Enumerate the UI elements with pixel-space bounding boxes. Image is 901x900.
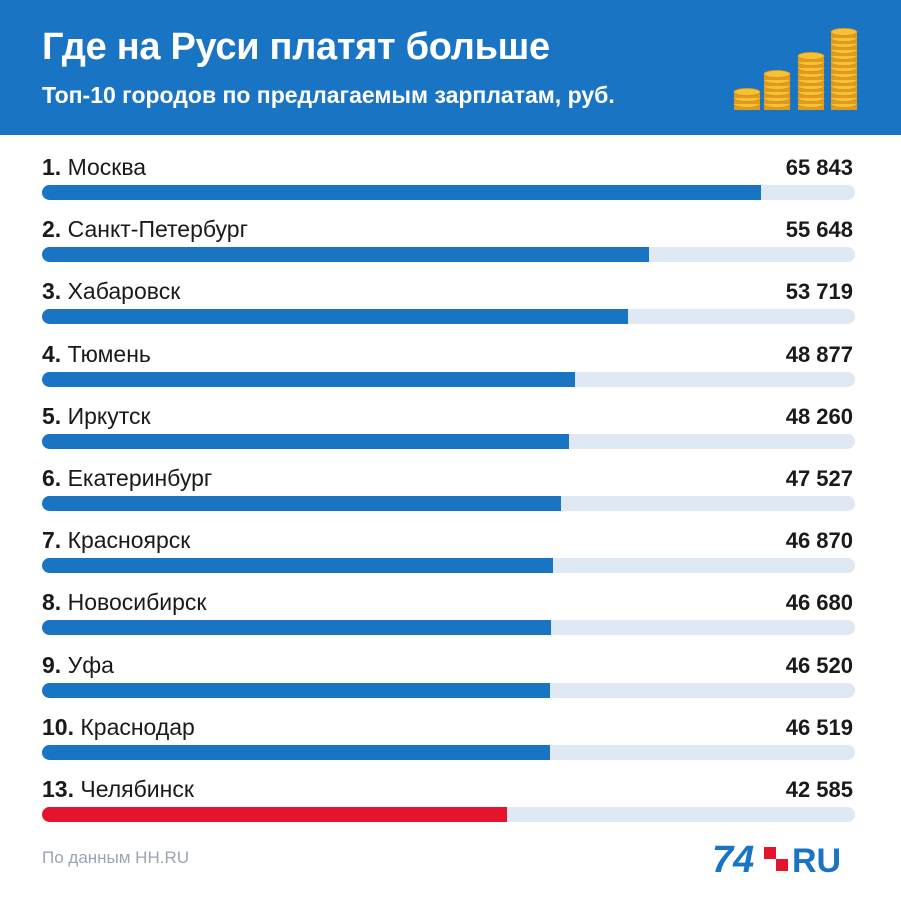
city-name: Уфа — [61, 651, 114, 678]
city-name: Красноярск — [61, 527, 191, 554]
rank-number: 2. — [42, 216, 62, 243]
bar-track — [42, 309, 855, 325]
value-label: 42 585 — [785, 777, 853, 802]
logo-number: 74 — [712, 839, 754, 880]
bar-track — [42, 558, 855, 574]
row-label: 1. Москва — [42, 154, 146, 181]
coin-top — [797, 52, 825, 61]
rank-number: 13. — [42, 776, 74, 802]
city-name: Екатеринбург — [61, 465, 213, 491]
city-name: Челябинск — [73, 776, 194, 802]
city-name: Тюмень — [61, 340, 151, 367]
bar — [42, 620, 552, 636]
site-logo[interactable]: 74 RU — [712, 838, 858, 880]
bar — [42, 247, 650, 263]
bar — [42, 496, 561, 511]
rank-number: 5. — [42, 402, 62, 429]
coin-stacks-icon — [733, 27, 858, 110]
value-label: 46 680 — [785, 590, 853, 616]
bar-track — [42, 807, 855, 822]
bar-track — [42, 433, 855, 449]
rank-number: 7. — [42, 527, 62, 554]
bar-track — [42, 620, 855, 636]
row-label: 7. Красноярск — [42, 527, 190, 554]
bar — [42, 185, 761, 200]
row-label: 2. Санкт-Петербург — [42, 216, 248, 243]
rank-number: 8. — [42, 589, 62, 616]
city-name: Краснодар — [73, 713, 195, 740]
row-label: 6. Екатеринбург — [42, 465, 212, 492]
coin-top — [830, 27, 858, 36]
bar-track — [42, 744, 855, 760]
value-label: 46 520 — [785, 652, 853, 678]
bar — [42, 558, 554, 574]
coin-top — [733, 88, 761, 97]
bar — [42, 433, 569, 449]
logo-square-red-2 — [776, 859, 788, 871]
value-label: 53 719 — [785, 279, 853, 305]
rank-number: 9. — [42, 651, 62, 678]
city-name: Хабаровск — [61, 278, 181, 305]
value-label: 48 260 — [785, 403, 853, 429]
city-name: Санкт-Петербург — [61, 216, 248, 243]
bar-track — [42, 682, 855, 698]
coin-top — [763, 70, 791, 79]
value-label: 65 843 — [785, 155, 853, 180]
bar — [42, 682, 550, 698]
bar — [42, 309, 629, 325]
city-name: Иркутск — [61, 402, 151, 429]
header-banner: Где на Руси платят больше Топ-10 городов… — [0, 0, 901, 135]
value-label: 48 877 — [785, 341, 853, 367]
value-label: 55 648 — [785, 217, 853, 243]
bar-track — [42, 185, 855, 200]
row-label: 3. Хабаровск — [42, 278, 180, 305]
source-note: По данным HH.RU — [42, 848, 190, 867]
rank-number: 10. — [42, 713, 74, 740]
bar-track — [42, 371, 855, 387]
row-label: 5. Иркутск — [42, 403, 151, 430]
value-label: 47 527 — [785, 466, 853, 491]
rank-number: 6. — [42, 465, 62, 491]
city-name: Москва — [61, 154, 147, 180]
value-label: 46 870 — [785, 528, 853, 554]
row-label: 13. Челябинск — [42, 776, 194, 803]
logo-suffix: RU — [792, 842, 841, 880]
row-label: 8. Новосибирск — [42, 589, 206, 616]
row-label: 10. Краснодар — [42, 714, 195, 741]
chart-subtitle: Топ-10 городов по предлагаемым зарплатам… — [42, 82, 615, 108]
rank-number: 3. — [42, 278, 62, 305]
rank-number: 4. — [42, 340, 62, 367]
row-label: 9. Уфа — [42, 652, 114, 679]
logo-square-red — [764, 847, 776, 859]
bar — [42, 371, 576, 387]
value-label: 46 519 — [785, 714, 853, 740]
bar-track — [42, 247, 855, 263]
bar-track — [42, 496, 855, 511]
rank-number: 1. — [42, 154, 62, 180]
bar — [42, 744, 550, 760]
row-label: 4. Тюмень — [42, 341, 151, 368]
chart-title: Где на Руси платят больше — [42, 26, 550, 68]
city-name: Новосибирск — [61, 589, 207, 616]
bar-highlight — [42, 807, 507, 822]
